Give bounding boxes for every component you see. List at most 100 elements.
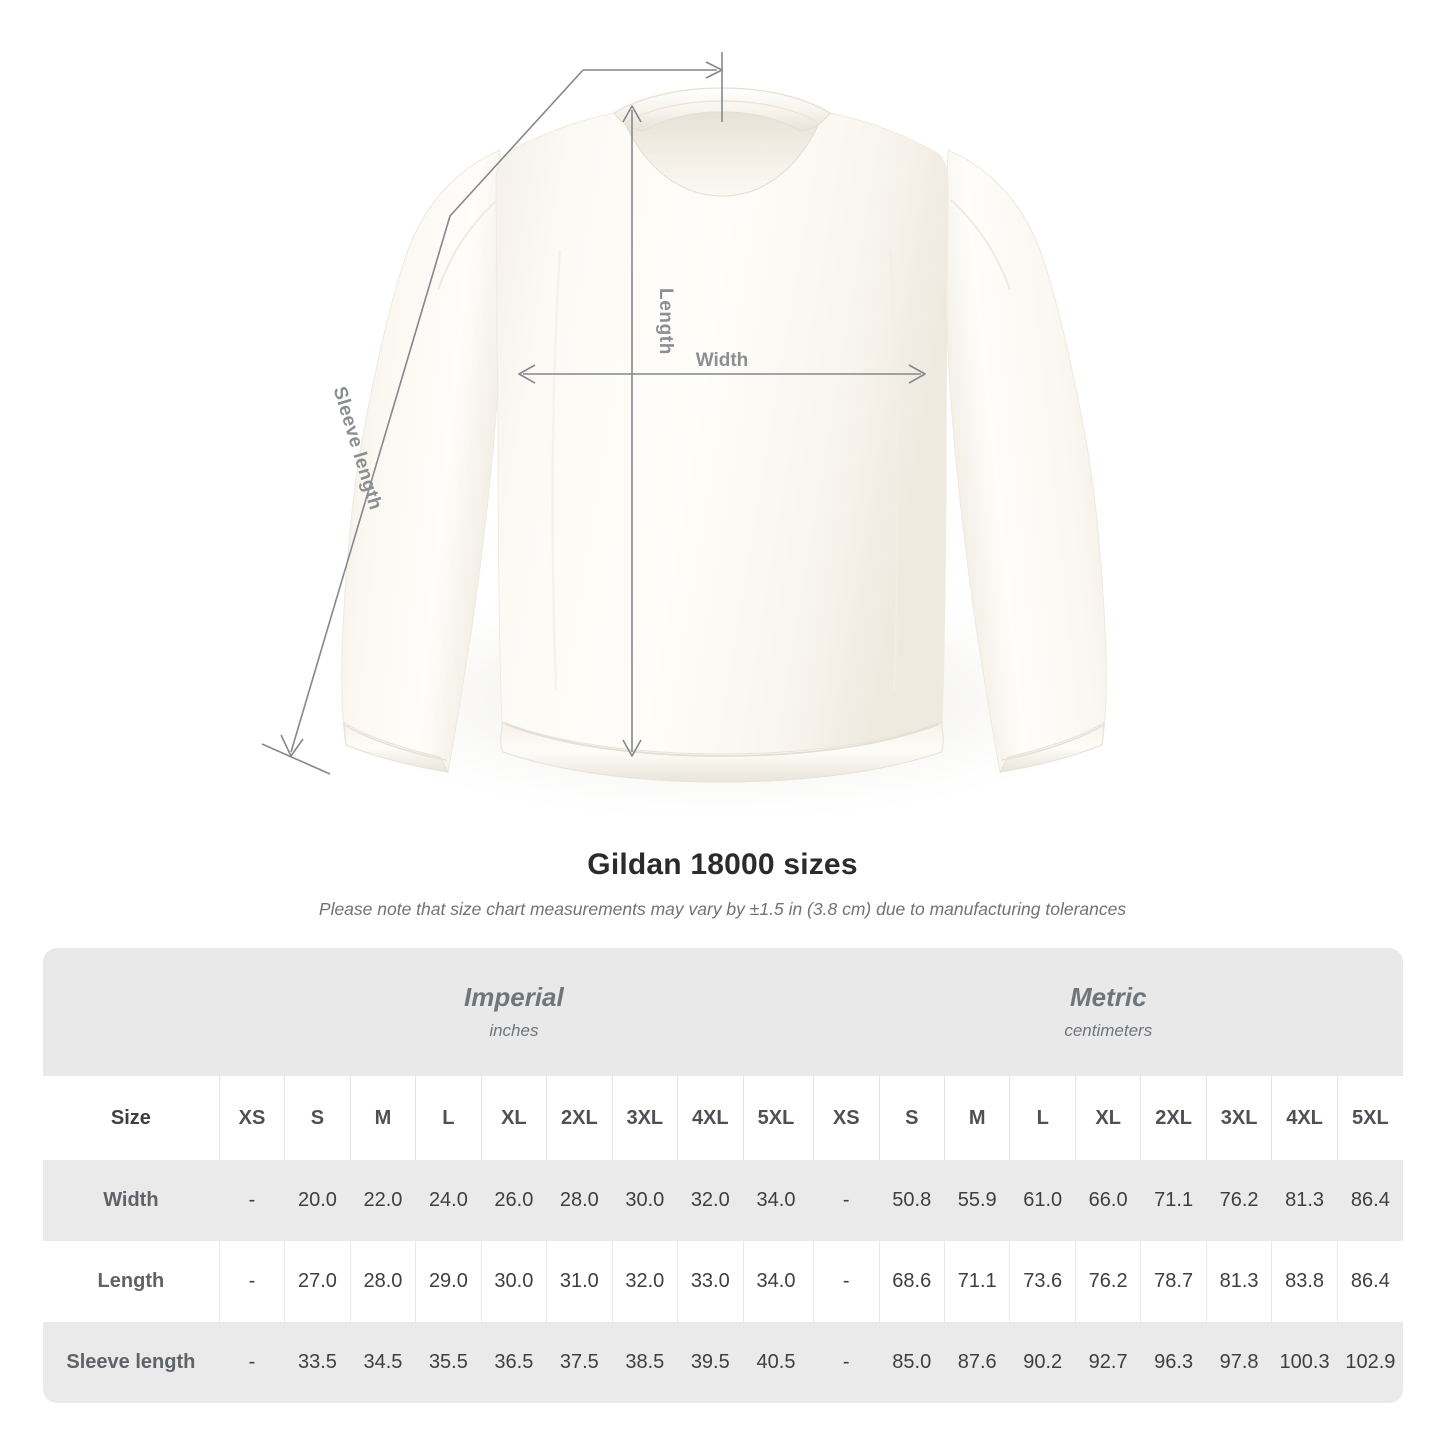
cell-width-metric-xl: 66.0 [1074, 1160, 1141, 1241]
length-arrow-top [622, 105, 642, 123]
unit-header-row: Imperial inches Metric centimeters [43, 948, 1403, 1076]
cell-width-imperial-4xl: 32.0 [677, 1160, 744, 1241]
width-arrow-left [518, 364, 536, 384]
header-cell-metric-xs: XS [813, 1076, 879, 1160]
cell-length-metric-5xl: 86.4 [1336, 1241, 1403, 1322]
cell-width-imperial-2xl: 28.0 [546, 1160, 613, 1241]
right-cuff-seam [1001, 723, 1106, 761]
size-chart-table-wrapper: Imperial inches Metric centimeters Size … [43, 948, 1403, 1403]
cell-width-metric-4xl: 81.3 [1271, 1160, 1338, 1241]
header-cell-imperial-3xl: 3XL [611, 1076, 678, 1160]
table-row-width: Width - 20.0 22.0 24.0 26.0 28.0 30.0 32… [43, 1160, 1403, 1241]
garment-diagram: Length Width Sleeve length [261, 52, 1152, 830]
cell-sleeve-imperial-m: 34.5 [349, 1322, 416, 1403]
cell-width-imperial-m: 22.0 [349, 1160, 416, 1241]
header-cell-imperial-s: S [284, 1076, 351, 1160]
left-shoulder-seam [436, 199, 498, 291]
cell-length-metric-s: 68.6 [878, 1241, 945, 1322]
cell-width-imperial-5xl: 34.0 [742, 1160, 809, 1241]
header-cell-metric-xl: XL [1074, 1076, 1141, 1160]
header-cell-metric-l: L [1009, 1076, 1076, 1160]
measurement-guides [261, 52, 926, 775]
unit-band-spacer [43, 948, 220, 1076]
cell-length-imperial-m: 28.0 [349, 1241, 416, 1322]
width-label: Width [696, 350, 749, 371]
sleeve-length-line [290, 69, 584, 753]
left-cuff-seam [342, 723, 447, 761]
table-row-length: Length - 27.0 28.0 29.0 30.0 31.0 32.0 3… [43, 1241, 1403, 1322]
row-gap-width [808, 1160, 814, 1241]
cell-length-metric-2xl: 78.7 [1140, 1241, 1207, 1322]
size-column-label: Size [43, 1076, 220, 1160]
cell-sleeve-imperial-2xl: 37.5 [546, 1322, 613, 1403]
header-cell-metric-m: M [943, 1076, 1010, 1160]
cell-sleeve-metric-l: 90.2 [1009, 1322, 1076, 1403]
cell-width-imperial-xl: 26.0 [480, 1160, 547, 1241]
cell-sleeve-imperial-3xl: 38.5 [611, 1322, 678, 1403]
cell-sleeve-metric-5xl: 102.9 [1336, 1322, 1403, 1403]
cell-sleeve-metric-4xl: 100.3 [1271, 1322, 1338, 1403]
header-cell-imperial-l: L [415, 1076, 482, 1160]
cell-length-metric-xl: 76.2 [1074, 1241, 1141, 1322]
right-sleeve [945, 149, 1107, 773]
right-shoulder-seam [950, 199, 1012, 291]
cell-length-imperial-3xl: 32.0 [611, 1241, 678, 1322]
body-fold-right [888, 249, 899, 691]
cell-length-imperial-s: 27.0 [284, 1241, 351, 1322]
cell-width-metric-5xl: 86.4 [1336, 1160, 1403, 1241]
bottom-hem [500, 721, 944, 783]
metric-unit: centimeters [1064, 1021, 1153, 1040]
imperial-unit: inches [489, 1021, 539, 1040]
cell-width-imperial-s: 20.0 [284, 1160, 351, 1241]
metric-label: Metric [1069, 982, 1147, 1012]
tolerance-note: Please note that size chart measurements… [318, 899, 1127, 919]
cell-sleeve-metric-xl: 92.7 [1074, 1322, 1141, 1403]
cell-sleeve-imperial-s: 33.5 [284, 1322, 351, 1403]
page-title: Gildan 18000 sizes [587, 848, 858, 881]
header-cell-imperial-2xl: 2XL [546, 1076, 613, 1160]
cell-sleeve-metric-2xl: 96.3 [1140, 1322, 1207, 1403]
title-block: Gildan 18000 sizes Please note that size… [0, 845, 1445, 921]
cell-length-imperial-2xl: 31.0 [546, 1241, 613, 1322]
cell-sleeve-metric-m: 87.6 [943, 1322, 1010, 1403]
length-label: Length [655, 288, 676, 355]
table-row-sleeve-length: Sleeve length - 33.5 34.5 35.5 36.5 37.5… [43, 1322, 1403, 1403]
cell-width-imperial-l: 24.0 [415, 1160, 482, 1241]
cell-length-imperial-5xl: 34.0 [742, 1241, 809, 1322]
cell-length-imperial-xs: - [218, 1241, 285, 1322]
hem-seam [504, 723, 940, 757]
header-cell-metric-5xl: 5XL [1336, 1076, 1403, 1160]
cell-width-metric-l: 61.0 [1009, 1160, 1076, 1241]
sleeve-bottom-tick [261, 743, 331, 775]
row-gap-sleeve [808, 1322, 814, 1403]
cell-width-imperial-xs: - [218, 1160, 285, 1241]
row-gap-length [808, 1241, 814, 1322]
header-cell-imperial-m: M [349, 1076, 416, 1160]
body-fold-left [551, 249, 562, 691]
cell-length-metric-xs: - [813, 1241, 879, 1322]
cell-width-metric-m: 55.9 [943, 1160, 1010, 1241]
sleeve-arrow-bottom [280, 734, 304, 757]
cell-width-imperial-3xl: 30.0 [611, 1160, 678, 1241]
cell-sleeve-imperial-xl: 36.5 [480, 1322, 547, 1403]
header-cell-metric-s: S [878, 1076, 945, 1160]
cell-width-metric-xs: - [813, 1160, 879, 1241]
size-chart-table: Imperial inches Metric centimeters Size … [43, 948, 1403, 1403]
header-cell-metric-2xl: 2XL [1140, 1076, 1207, 1160]
row-label-width: Width [43, 1160, 220, 1241]
unit-band-gap [808, 948, 814, 1076]
header-cell-imperial-5xl: 5XL [742, 1076, 809, 1160]
cell-sleeve-metric-s: 85.0 [878, 1322, 945, 1403]
cell-width-metric-s: 50.8 [878, 1160, 945, 1241]
width-arrow-right [908, 364, 926, 384]
cell-sleeve-imperial-xs: - [218, 1322, 285, 1403]
cell-length-metric-4xl: 83.8 [1271, 1241, 1338, 1322]
sweatshirt-body [495, 111, 949, 783]
row-label-sleeve-length: Sleeve length [43, 1322, 220, 1403]
header-gap [808, 1076, 814, 1160]
cell-length-metric-l: 73.6 [1009, 1241, 1076, 1322]
cell-length-imperial-xl: 30.0 [480, 1241, 547, 1322]
sweatshirt-illustration: Length Width Sleeve length [261, 52, 1152, 830]
cell-sleeve-imperial-4xl: 39.5 [677, 1322, 744, 1403]
header-cell-imperial-xl: XL [480, 1076, 547, 1160]
